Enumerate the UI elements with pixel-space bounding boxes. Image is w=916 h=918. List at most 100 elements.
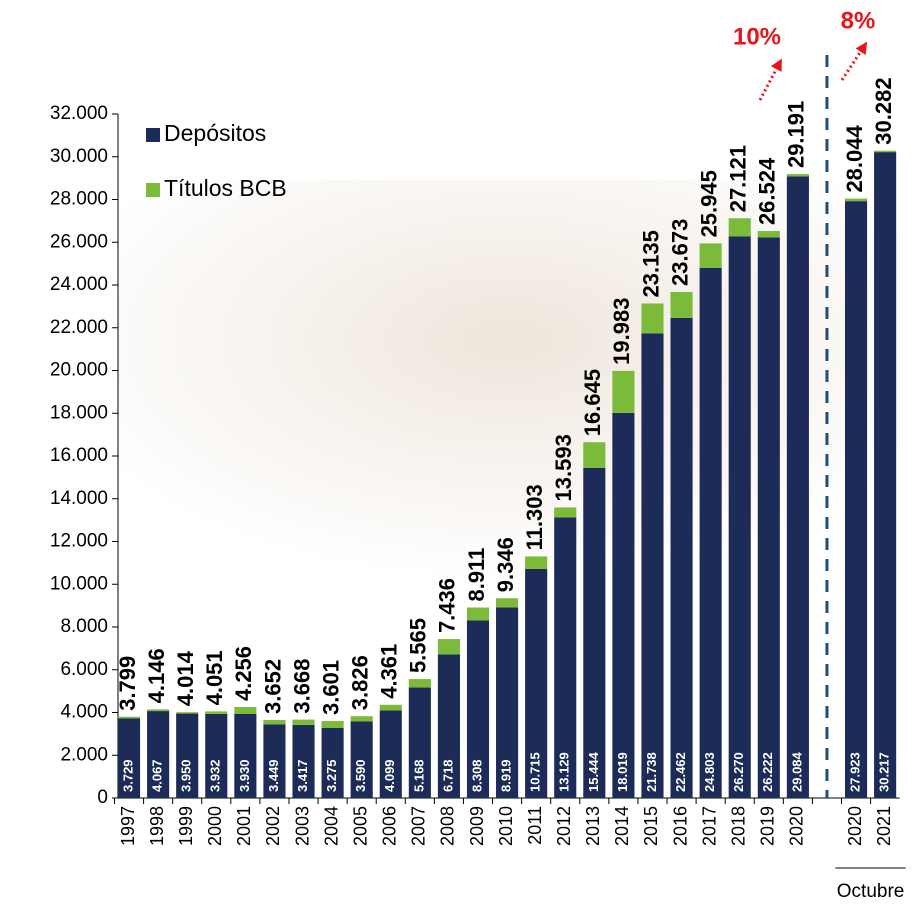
bar-segment — [292, 720, 314, 725]
value-label: 3.590 — [353, 759, 368, 792]
bar-segment — [758, 238, 780, 798]
y-tick-label: 2.000 — [60, 744, 108, 765]
bar-segment — [525, 556, 547, 569]
x-tick-label: 2002 — [263, 806, 283, 846]
legend-swatch — [146, 128, 160, 142]
total-label: 3.668 — [289, 659, 314, 714]
total-label: 29.191 — [784, 101, 809, 168]
bar-segment — [583, 442, 605, 468]
total-label: 19.983 — [609, 298, 634, 365]
legend-swatch — [146, 183, 160, 197]
x-tick-label: 2011 — [525, 806, 545, 845]
x-tick-label: 2014 — [612, 806, 632, 846]
bar-segment — [234, 707, 256, 714]
bar-segment — [409, 679, 431, 687]
value-label: 5.168 — [411, 759, 426, 792]
total-label: 16.645 — [580, 369, 605, 436]
annotation: 8% — [841, 7, 876, 34]
total-label: 13.593 — [551, 434, 576, 501]
arrow-head — [771, 58, 782, 71]
y-tick-label: 16.000 — [50, 445, 108, 466]
bar-segment — [467, 608, 489, 621]
bar-segment — [438, 639, 460, 654]
chart: 02.0004.0006.0008.00010.00012.00014.0001… — [0, 0, 916, 913]
value-label: 22.462 — [673, 752, 688, 792]
x-tick-label: 2020 — [845, 806, 865, 846]
bar-segment — [787, 174, 809, 176]
y-tick-label: 20.000 — [50, 360, 108, 381]
total-label: 5.565 — [406, 618, 431, 673]
bar-segment — [176, 712, 198, 713]
x-tick-label: 1999 — [176, 806, 196, 846]
value-label: 21.738 — [644, 752, 659, 792]
bar-segment — [496, 598, 518, 607]
bar-segment — [845, 201, 867, 798]
y-tick-label: 8.000 — [60, 616, 108, 637]
total-label: 3.799 — [115, 656, 140, 711]
total-label: 23.673 — [667, 219, 692, 286]
x-tick-label: 2009 — [467, 806, 487, 846]
value-label: 4.099 — [382, 759, 397, 792]
bar-segment — [874, 152, 896, 798]
value-label: 13.129 — [557, 752, 572, 792]
value-label: 3.729 — [120, 759, 135, 792]
x-tick-label: 2003 — [292, 806, 312, 846]
y-tick-label: 12.000 — [50, 531, 108, 552]
value-label: 3.417 — [295, 759, 310, 792]
bar-segment — [322, 721, 344, 728]
x-tick-label: 2006 — [380, 806, 400, 846]
value-label: 26.222 — [760, 752, 775, 792]
bar-segment — [671, 292, 693, 318]
total-label: 9.346 — [493, 537, 518, 592]
bar-segment — [147, 709, 169, 711]
arrow-head — [856, 42, 868, 55]
total-label: 3.652 — [260, 659, 285, 714]
total-label: 8.911 — [464, 548, 489, 602]
bar-segment — [700, 243, 722, 267]
total-label: 30.282 — [871, 77, 896, 144]
x-tick-label: 2019 — [758, 806, 778, 846]
x-tick-label: 1997 — [118, 806, 138, 846]
bar-segment — [845, 199, 867, 202]
y-tick-label: 28.000 — [50, 189, 108, 210]
y-tick-label: 14.000 — [50, 488, 108, 509]
background — [118, 180, 898, 580]
x-tick-label: 2008 — [438, 806, 458, 846]
value-label: 18.019 — [615, 752, 630, 792]
total-label: 11.303 — [522, 484, 547, 550]
y-tick-label: 18.000 — [50, 402, 108, 423]
bar-segment — [118, 717, 140, 718]
y-tick-label: 26.000 — [50, 231, 108, 252]
value-label: 8.919 — [499, 759, 514, 792]
x-tick-label: 2004 — [321, 806, 341, 846]
value-label: 3.932 — [208, 759, 223, 792]
value-label: 15.444 — [586, 751, 601, 792]
bar-segment — [874, 151, 896, 152]
total-label: 23.135 — [638, 230, 663, 297]
total-label: 4.014 — [173, 650, 198, 706]
x-tick-label: 2010 — [496, 806, 516, 846]
y-tick-label: 32.000 — [50, 103, 108, 124]
x-tick-label: 2007 — [409, 806, 429, 846]
bar-segment — [380, 705, 402, 711]
y-tick-label: 4.000 — [60, 702, 108, 723]
y-tick-label: 24.000 — [50, 274, 108, 295]
value-label: 3.950 — [179, 759, 194, 792]
bar-segment — [787, 176, 809, 798]
y-tick-label: 0 — [97, 787, 108, 808]
bar-segment — [351, 716, 373, 721]
total-label: 3.826 — [347, 655, 372, 710]
bar-segment — [263, 720, 285, 724]
value-label: 4.067 — [150, 759, 165, 792]
bar-segment — [641, 303, 663, 333]
bar-segment — [729, 218, 751, 236]
legend-label: Depósitos — [164, 120, 266, 146]
group-label: Octubre — [837, 881, 905, 902]
total-label: 28.044 — [842, 125, 867, 193]
value-label: 27.923 — [847, 752, 862, 792]
value-label: 24.803 — [702, 752, 717, 792]
bar-segment — [554, 507, 576, 517]
total-label: 27.121 — [726, 145, 751, 212]
bar-segment — [758, 231, 780, 237]
total-label: 4.051 — [202, 650, 227, 705]
